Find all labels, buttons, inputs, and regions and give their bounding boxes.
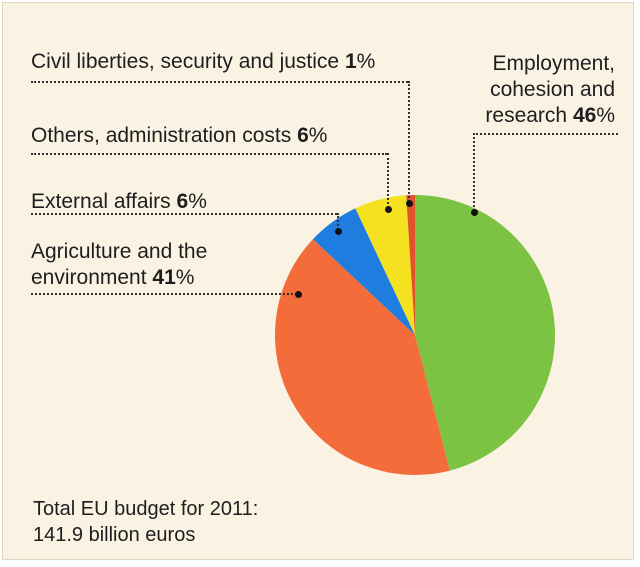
slice-employment: [415, 195, 556, 471]
label-external-value: 6: [176, 190, 189, 213]
slice-agriculture: [275, 239, 450, 475]
label-agri-unit: %: [175, 266, 195, 289]
label-others-text: Others, administration costs: [31, 124, 292, 147]
budget-total-line2: 141.9 billion euros: [33, 524, 196, 546]
leader-others-dot: [384, 205, 392, 213]
leader-agri-h: [31, 293, 297, 295]
pie-chart-figure: Civil liberties, security and justice 1%…: [2, 2, 634, 560]
leader-external-dot: [334, 227, 342, 235]
leader-civil-h: [31, 81, 408, 83]
label-agri-value: 41: [152, 266, 176, 289]
slice-civil-liberties: [406, 195, 415, 335]
label-civil-value: 1: [344, 50, 357, 73]
leader-external-v: [337, 213, 339, 230]
label-others-value: 6: [297, 124, 309, 147]
label-agri-line1: Agriculture and the: [31, 240, 208, 263]
leader-emp-dot: [470, 208, 478, 216]
leader-agri-dot: [294, 290, 302, 298]
label-external-unit: %: [188, 190, 207, 213]
label-agriculture: Agriculture and the environment 41%: [31, 239, 207, 291]
label-external-text: External affairs: [31, 190, 171, 213]
leader-emp-h: [473, 133, 618, 135]
label-employment: Employment, cohesion and research 46%: [455, 51, 615, 129]
label-emp-line1: Employment,: [492, 52, 615, 75]
label-external-affairs: External affairs 6%: [31, 189, 207, 215]
leader-civil-v: [408, 81, 410, 202]
label-emp-value: 46: [572, 104, 597, 127]
leader-external-h: [31, 213, 337, 215]
label-civil-unit: %: [356, 50, 376, 73]
leader-others-v: [387, 153, 389, 208]
leader-emp-v: [473, 133, 475, 211]
label-emp-line3: research: [485, 104, 568, 127]
pie-chart: [275, 195, 556, 475]
label-agri-line2: environment: [31, 266, 147, 289]
label-emp-line3-wrap: research 46%: [455, 103, 615, 129]
budget-total-line1: Total EU budget for 2011:: [33, 498, 259, 520]
label-agri-line2-wrap: environment 41%: [31, 265, 207, 291]
budget-total-note: Total EU budget for 2011: 141.9 billion …: [33, 496, 258, 548]
slice-others: [355, 195, 415, 335]
label-civil-liberties: Civil liberties, security and justice 1%: [31, 49, 375, 75]
label-others: Others, administration costs 6%: [31, 123, 327, 149]
label-emp-line2: cohesion and: [490, 78, 615, 101]
label-civil-text: Civil liberties, security and justice: [31, 50, 340, 73]
label-others-unit: %: [308, 124, 328, 147]
leader-civil-dot: [405, 199, 413, 207]
slice-external-affairs: [312, 208, 415, 335]
leader-others-h: [31, 153, 387, 155]
label-emp-unit: %: [596, 104, 615, 127]
